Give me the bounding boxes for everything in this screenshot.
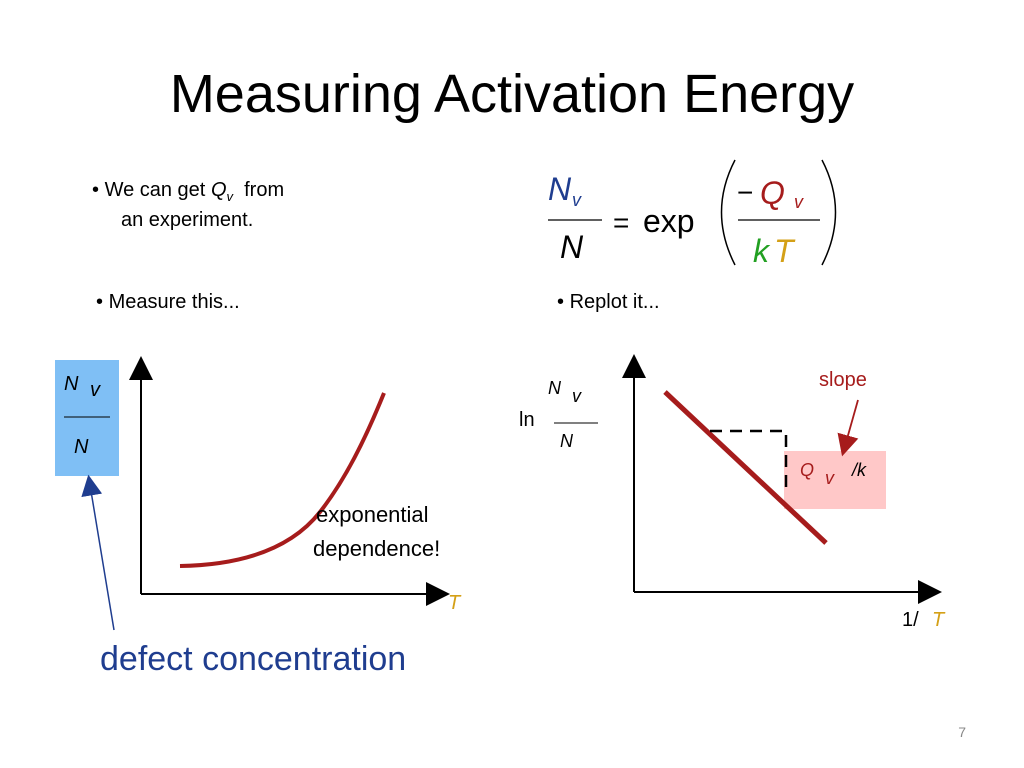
right-y-v: v [572, 386, 582, 406]
q-subscript: v [226, 189, 234, 204]
bullet-replot: • Replot it... [557, 288, 660, 316]
linear-fit-line [663, 390, 828, 545]
bullet-dot: • [557, 291, 570, 313]
slope-pointer-arrow [837, 399, 859, 457]
slope-dashed-guide [710, 429, 788, 495]
left-y-n: N [64, 373, 79, 395]
bullet-text-from: from [244, 179, 285, 201]
eq-left-paren [720, 159, 736, 266]
eq-nv-n: N [548, 171, 572, 207]
activation-equation: N v N = exp − Q v k T [548, 159, 837, 269]
eq-equals: = [613, 207, 629, 238]
slope-q: Q [800, 460, 814, 480]
eq-q: Q [760, 175, 785, 211]
right-y-ln: ln [519, 409, 535, 431]
bullet-dot: • [92, 179, 105, 201]
eq-t: T [774, 233, 796, 269]
eq-q-sub: v [794, 192, 804, 212]
annotation-exponential: exponential [316, 502, 429, 527]
eq-exp: exp [643, 203, 695, 239]
slope-value-box [784, 451, 886, 509]
page-number: 7 [958, 724, 966, 740]
left-graph: N v N T exponential dependence! [55, 356, 462, 631]
eq-nv-v: v [572, 190, 582, 210]
bullet-dot: • [96, 291, 109, 313]
right-y-n: N [548, 378, 562, 398]
right-y-den: N [560, 431, 574, 451]
left-y-v: v [90, 379, 101, 401]
bullet-text: We can get [104, 179, 206, 201]
bullet-qv-experiment: • We can get Qv from [92, 176, 284, 211]
defect-pointer-arrow [81, 474, 115, 631]
left-y-den: N [74, 436, 89, 458]
eq-minus: − [737, 177, 753, 208]
bullet-line2: an experiment. [121, 209, 254, 231]
q-symbol: Q [210, 179, 227, 201]
bullet-text: Measure this... [108, 291, 240, 313]
right-graph: ln N v N Q v /k 1/ T slope [519, 354, 946, 631]
bullet-measure: • Measure this... [96, 288, 240, 316]
left-x-label: T [448, 592, 462, 614]
annotation-dependence: dependence! [313, 536, 440, 561]
eq-denominator-n: N [560, 229, 584, 265]
defect-concentration-label: defect concentration [100, 640, 407, 678]
y-label-box [55, 360, 119, 476]
eq-right-paren [821, 159, 837, 266]
bullet-text: Replot it... [569, 291, 660, 313]
slope-label: slope [819, 369, 867, 391]
right-x-label-prefix: 1/ [902, 609, 919, 631]
right-x-label-t: T [932, 609, 946, 631]
slope-q-sub: v [825, 468, 835, 488]
exponential-curve [179, 392, 386, 568]
page-title: Measuring Activation Energy [169, 64, 855, 124]
eq-k: k [753, 233, 771, 269]
slope-k: /k [850, 460, 867, 480]
